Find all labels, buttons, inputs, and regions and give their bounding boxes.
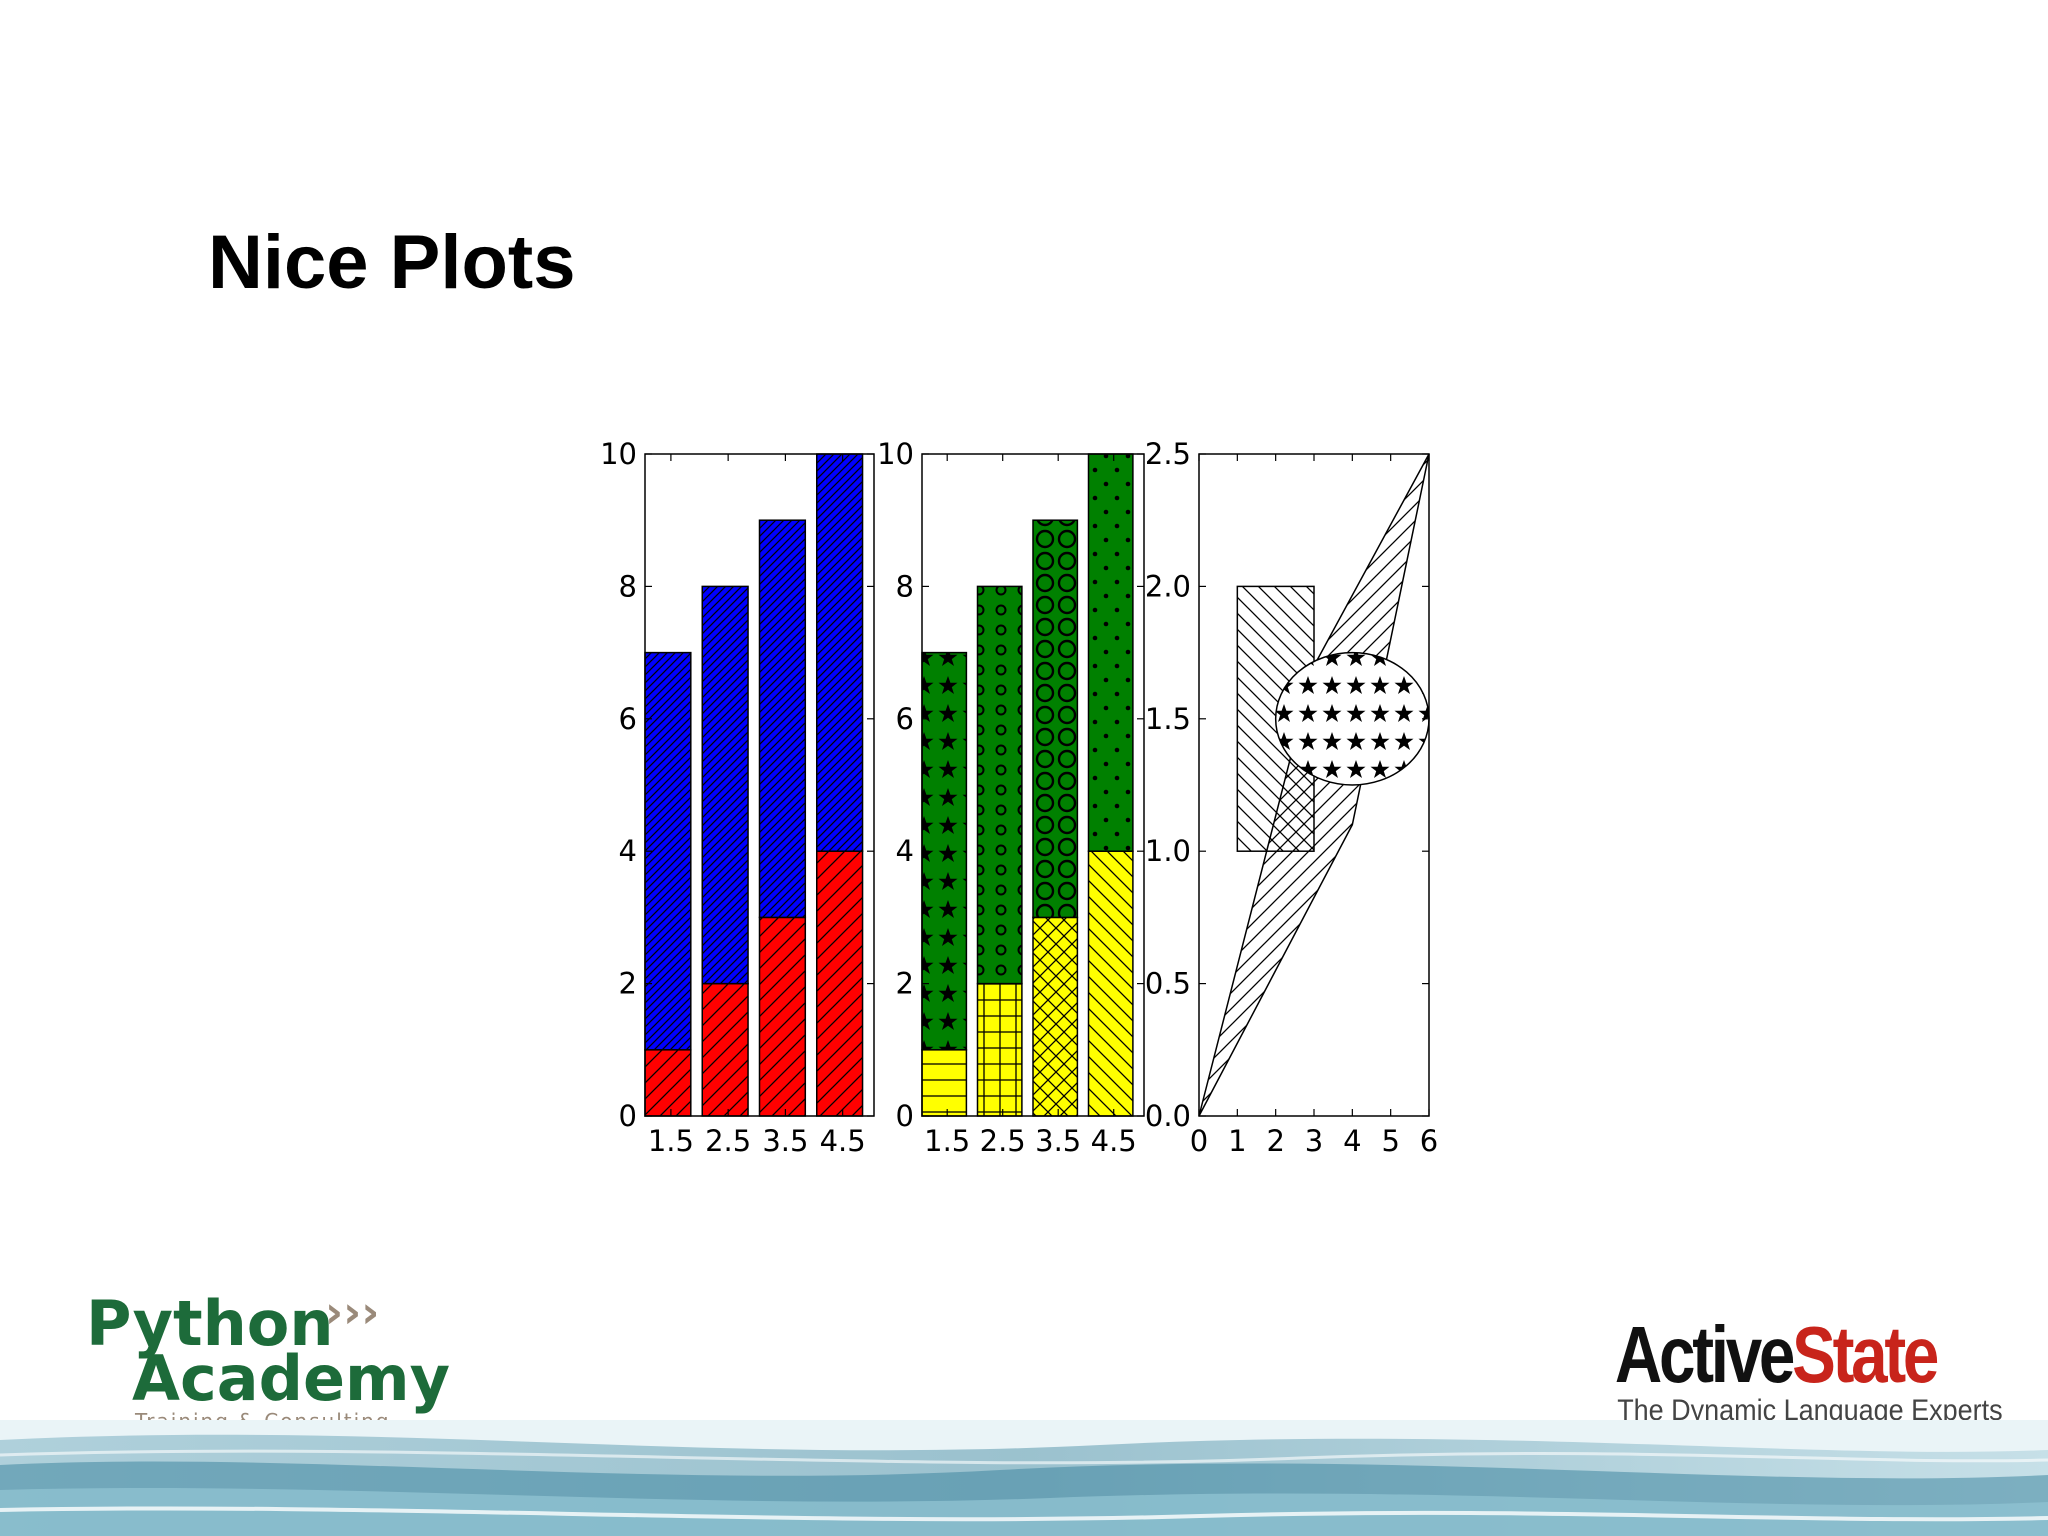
y-tick-label: 2.5 (1145, 437, 1191, 471)
x-tick-label: 6 (1420, 1124, 1438, 1158)
bar-s2-4 (816, 453, 864, 852)
chart-panel-3: 0.0 0.5 1.0 1.5 2.0 2.5 0 1 2 3 4 5 6 (1145, 437, 1438, 1158)
bar-s2-2 (701, 585, 749, 985)
axes-frame (644, 453, 875, 1117)
x-tick-label: 4 (1343, 1124, 1361, 1158)
x-tick-label: 1 (1228, 1124, 1246, 1158)
y-tick-label: 4 (619, 834, 637, 868)
y-tick-label: 1.5 (1145, 702, 1191, 736)
y-tick-label: 8 (619, 569, 637, 603)
x-tick-label: 2.5 (705, 1124, 751, 1158)
bar-s1-4 (816, 850, 864, 1117)
x-tick-label: 5 (1381, 1124, 1399, 1158)
bar-s1-3 (1032, 916, 1079, 1117)
svg-text:ActiveState: ActiveState (1615, 1310, 1938, 1399)
bar-s1-2 (976, 982, 1023, 1117)
slide-title: Nice Plots (208, 220, 576, 305)
axes-frame (1198, 453, 1430, 1117)
x-tick-label: 3.5 (1035, 1124, 1081, 1158)
y-tick-label: 2 (896, 967, 914, 1001)
activestate-logo: ActiveState The Dynamic Language Experts (1615, 1310, 2003, 1427)
bar-s1-2 (701, 982, 749, 1117)
y-tick-label: 0.0 (1145, 1099, 1191, 1133)
logo-word-state: State (1792, 1310, 1938, 1399)
y-tick-label: 0.5 (1145, 967, 1191, 1001)
logo-word-academy: Academy (132, 1342, 450, 1415)
y-tick-label: 10 (877, 437, 914, 471)
ellipse-patch (1274, 651, 1430, 786)
logo-word-python: Python (86, 1287, 334, 1360)
python-academy-logo: Python ››› Academy Training & Consulting (86, 1287, 450, 1433)
bar-s1-1 (644, 1049, 692, 1117)
x-tick-label: 2.5 (980, 1124, 1026, 1158)
logo-word-active: Active (1615, 1310, 1794, 1399)
y-tick-label: 6 (896, 702, 914, 736)
y-tick-label: 2 (619, 967, 637, 1001)
axes-frame (921, 453, 1145, 1117)
bar-s2-4 (1087, 453, 1134, 852)
x-tick-label: 3.5 (762, 1124, 808, 1158)
bar-s1-4 (1087, 850, 1134, 1117)
x-tick-label: 2 (1266, 1124, 1284, 1158)
y-tick-label: 4 (896, 834, 914, 868)
y-tick-label: 0 (619, 1099, 637, 1133)
bar-s2-3 (758, 519, 807, 919)
y-tick-label: 6 (619, 702, 637, 736)
y-tick-label: 1.0 (1145, 834, 1191, 868)
chart-panel-1: 0 2 4 6 8 10 1.5 2.5 3.5 4.5 (600, 437, 875, 1158)
logo-chevrons-icon: ››› (325, 1287, 379, 1338)
y-tick-label: 0 (896, 1099, 914, 1133)
x-tick-label: 0 (1190, 1124, 1208, 1158)
bar-s1-3 (758, 916, 807, 1117)
y-tick-label: 8 (896, 569, 914, 603)
footer-wave (0, 1420, 2048, 1536)
x-tick-label: 4.5 (1091, 1124, 1137, 1158)
x-tick-label: 3 (1305, 1124, 1323, 1158)
bar-s2-1 (644, 651, 692, 1051)
bar-s1-1 (921, 1049, 968, 1117)
bar-s2-3 (1032, 519, 1079, 919)
bar-s2-1 (921, 651, 968, 1051)
chart-panel-2: 0 2 4 6 8 10 1.5 2.5 3.5 4.5 (877, 437, 1145, 1158)
bar-s2-2 (976, 585, 1023, 985)
x-tick-label: 1.5 (924, 1124, 970, 1158)
y-tick-label: 10 (600, 437, 637, 471)
x-tick-label: 4.5 (820, 1124, 866, 1158)
y-tick-label: 2.0 (1145, 569, 1191, 603)
x-tick-label: 1.5 (648, 1124, 694, 1158)
